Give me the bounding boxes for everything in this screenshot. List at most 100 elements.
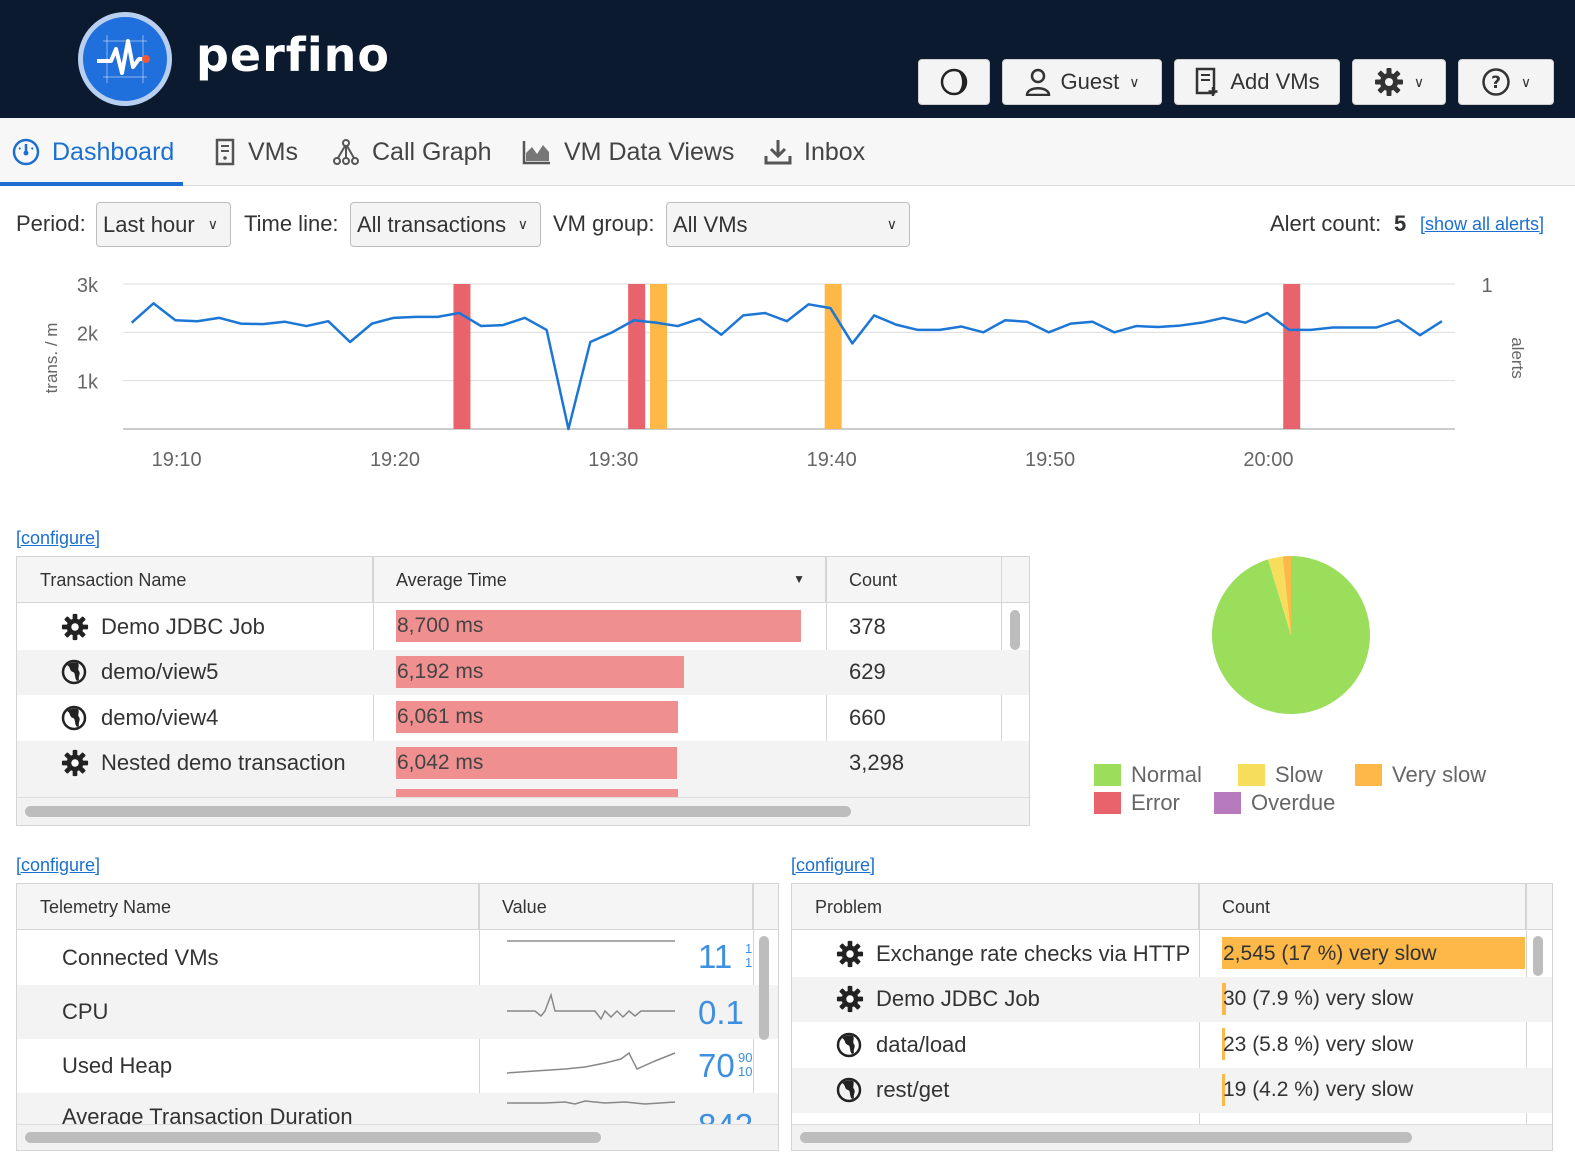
tab-dashboard[interactable]: Dashboard bbox=[12, 118, 174, 186]
configure-problems-link[interactable]: [configure] bbox=[791, 855, 876, 875]
column-header-value[interactable]: Value bbox=[479, 884, 753, 930]
tab-vm-data-views[interactable]: VM Data Views bbox=[522, 118, 734, 186]
table-row[interactable]: data/load 23 (5.8 %) very slow bbox=[792, 1022, 1552, 1067]
theme-toggle-button[interactable] bbox=[918, 59, 990, 105]
sparkline bbox=[507, 992, 675, 1021]
count-bar bbox=[1222, 1028, 1225, 1060]
show-all-alerts-link[interactable]: [show all alerts] bbox=[1420, 214, 1545, 234]
table-row[interactable]: Nested demo transaction 6,042 ms 3,298 bbox=[17, 740, 1029, 786]
legend-item[interactable]: Error bbox=[1094, 790, 1180, 816]
average-time-bar bbox=[396, 789, 678, 799]
x-tick-label: 20:00 bbox=[1243, 449, 1293, 471]
add-vms-button[interactable]: Add VMs bbox=[1174, 59, 1340, 105]
transaction-count: 3,298 bbox=[849, 750, 905, 775]
table-row[interactable] bbox=[17, 786, 1029, 799]
table-row[interactable]: demo/view5 6,192 ms 629 bbox=[17, 649, 1029, 695]
legend-item[interactable]: Very slow bbox=[1355, 762, 1486, 788]
settings-menu-button[interactable]: ∨ bbox=[1352, 59, 1446, 105]
vertical-scrollbar[interactable] bbox=[1010, 610, 1020, 650]
column-header-telemetry-name[interactable]: Telemetry Name bbox=[17, 884, 479, 930]
average-time-bar: 6,042 ms bbox=[396, 746, 677, 779]
legend-label: Overdue bbox=[1251, 790, 1336, 815]
problem-count: 23 (5.8 %) very slow bbox=[1223, 1032, 1414, 1056]
table-header: Problem Count bbox=[792, 884, 1552, 930]
telemetry-name: CPU bbox=[62, 999, 109, 1024]
configure-transactions-link[interactable]: [configure] bbox=[16, 528, 101, 548]
horizontal-scrollbar[interactable] bbox=[25, 806, 851, 817]
average-time-value: 6,061 ms bbox=[397, 705, 484, 728]
legend-item[interactable]: Slow bbox=[1238, 762, 1323, 788]
chevron-down-icon: ∨ bbox=[886, 216, 897, 232]
average-time-bar: 6,061 ms bbox=[396, 701, 678, 733]
tab-inbox[interactable]: Inbox bbox=[764, 118, 865, 186]
alert-bar bbox=[628, 284, 646, 429]
chevron-down-icon: ∨ bbox=[1413, 73, 1425, 90]
alert-bar bbox=[453, 284, 471, 429]
tab-call-graph[interactable]: Call Graph bbox=[332, 118, 492, 186]
period-select[interactable]: Last hour ∨ bbox=[96, 202, 231, 247]
table-row[interactable]: CPU 0.1 bbox=[17, 985, 778, 1039]
legend-swatch bbox=[1094, 764, 1121, 786]
legend-item[interactable]: Normal bbox=[1094, 762, 1202, 788]
configure-telemetry-link[interactable]: [configure] bbox=[16, 855, 101, 875]
vertical-scrollbar[interactable] bbox=[759, 936, 769, 1040]
column-header-transaction-name[interactable]: Transaction Name bbox=[17, 557, 373, 603]
x-tick-label: 19:10 bbox=[152, 449, 202, 471]
telemetry-value: 70 bbox=[698, 1047, 735, 1084]
svg-text:?: ? bbox=[1491, 73, 1501, 93]
column-header-count[interactable]: Count bbox=[826, 557, 1002, 603]
alert-bar bbox=[1283, 284, 1301, 429]
table-row[interactable]: Demo JDBC Job 30 (7.9 %) very slow bbox=[792, 976, 1552, 1022]
pie-slice-slow[interactable] bbox=[1268, 556, 1291, 635]
timeline-select[interactable]: All transactions ∨ bbox=[350, 202, 541, 247]
table-row[interactable]: Exchange rate checks via HTTP 2,545 (17 %… bbox=[792, 931, 1552, 976]
vm-group-select[interactable]: All VMs ∨ bbox=[666, 202, 910, 247]
table-row[interactable]: Demo JDBC Job 8,700 ms 378 bbox=[17, 604, 1029, 649]
tab-label: Inbox bbox=[804, 137, 866, 166]
column-header-problem[interactable]: Problem bbox=[792, 884, 1199, 930]
gear-icon bbox=[1374, 68, 1403, 96]
alert-bar bbox=[649, 284, 667, 429]
moon-icon bbox=[940, 68, 968, 96]
table-row[interactable]: demo/view4 6,061 ms 660 bbox=[17, 695, 1029, 740]
count-bar bbox=[1222, 1073, 1225, 1106]
column-label: Average Time bbox=[396, 569, 507, 590]
help-menu-button[interactable]: ? ∨ bbox=[1458, 59, 1554, 105]
problem-name: data/load bbox=[876, 1031, 967, 1057]
period-value: Last hour bbox=[103, 211, 195, 237]
x-tick-label: 19:30 bbox=[588, 449, 638, 471]
vertical-scrollbar[interactable] bbox=[1533, 936, 1543, 976]
horizontal-scrollbar[interactable] bbox=[800, 1132, 1412, 1143]
legend-item[interactable]: Overdue bbox=[1214, 790, 1335, 816]
globe-icon bbox=[836, 1068, 862, 1113]
transaction-name: demo/view5 bbox=[101, 659, 219, 684]
pie-slice-very-slow[interactable] bbox=[1282, 556, 1291, 635]
gear-icon bbox=[836, 931, 864, 976]
timeline-label: Time line: bbox=[244, 211, 339, 236]
table-row[interactable]: Average Transaction Duration 842 bbox=[17, 1093, 778, 1144]
alert-count-label: Alert count: bbox=[1270, 211, 1382, 236]
table-row[interactable]: Used Heap 70 90 10 bbox=[17, 1039, 778, 1093]
telemetry-name: Connected VMs bbox=[62, 945, 219, 970]
horizontal-scrollbar[interactable] bbox=[25, 1132, 601, 1143]
tab-label: Call Graph bbox=[372, 137, 492, 166]
sort-desc-icon: ▼ bbox=[793, 572, 805, 586]
tab-label: VM Data Views bbox=[564, 137, 735, 166]
transaction-name: Nested demo transaction bbox=[101, 750, 346, 775]
column-header-average-time[interactable]: Average Time ▼ bbox=[373, 557, 826, 603]
perfino-logo bbox=[78, 12, 172, 106]
average-time-bar: 8,700 ms bbox=[396, 610, 801, 642]
y-tick-label: 1k bbox=[77, 372, 99, 394]
problems-table: Problem Count Exchange rate checks via H… bbox=[791, 883, 1553, 1151]
table-row[interactable]: rest/get 19 (4.2 %) very slow bbox=[792, 1067, 1552, 1113]
user-menu-button[interactable]: Guest ∨ bbox=[1002, 59, 1162, 105]
gear-icon bbox=[61, 604, 89, 649]
transaction-name: demo/view4 bbox=[101, 704, 219, 730]
column-header-count[interactable]: Count bbox=[1199, 884, 1526, 930]
tab-vms[interactable]: VMs bbox=[214, 118, 298, 186]
user-icon bbox=[1025, 68, 1050, 96]
globe-icon bbox=[836, 1022, 862, 1067]
alert-bar bbox=[824, 284, 842, 429]
